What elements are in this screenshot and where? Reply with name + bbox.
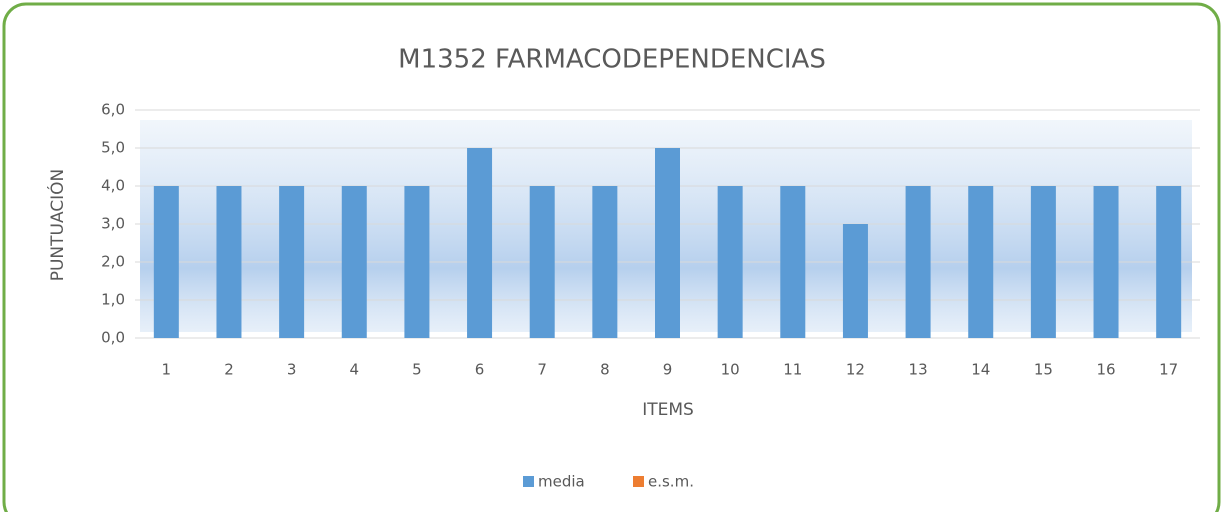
legend-swatch	[633, 476, 644, 487]
x-tick-label: 12	[846, 361, 865, 379]
y-tick-label: 5,0	[101, 139, 125, 157]
bar	[1093, 186, 1119, 338]
bar	[404, 186, 430, 338]
bar	[1030, 186, 1056, 338]
bar	[968, 186, 994, 338]
bar	[592, 186, 618, 338]
x-axis-label: ITEMS	[642, 400, 694, 420]
y-axis-label: PUNTUACIÓN	[46, 169, 68, 282]
bar	[1156, 186, 1182, 338]
bar	[216, 186, 242, 338]
x-tick-label: 4	[349, 361, 359, 379]
y-tick-label: 1,0	[101, 291, 125, 309]
x-tick-label: 7	[537, 361, 547, 379]
x-tick-label: 9	[663, 361, 673, 379]
x-tick-label: 6	[475, 361, 485, 379]
x-tick-label: 3	[287, 361, 297, 379]
legend-label: e.s.m.	[648, 473, 694, 491]
chart-title: M1352 FARMACODEPENDENCIAS	[398, 45, 826, 75]
x-tick-label: 17	[1159, 361, 1178, 379]
x-tick-label: 14	[971, 361, 990, 379]
legend-label: media	[538, 473, 585, 491]
y-tick-label: 4,0	[101, 177, 125, 195]
y-tick-label: 3,0	[101, 215, 125, 233]
bar	[153, 186, 179, 338]
bar	[842, 224, 868, 338]
bar	[905, 186, 931, 338]
bar	[780, 186, 806, 338]
x-tick-label: 15	[1034, 361, 1053, 379]
x-tick-label: 16	[1096, 361, 1115, 379]
bar	[341, 186, 367, 338]
bar	[717, 186, 743, 338]
x-tick-label: 2	[224, 361, 234, 379]
y-tick-label: 2,0	[101, 253, 125, 271]
y-tick-label: 0,0	[101, 329, 125, 347]
legend-swatch	[523, 476, 534, 487]
x-tick-label: 5	[412, 361, 422, 379]
x-tick-label: 10	[721, 361, 740, 379]
x-tick-label: 1	[162, 361, 172, 379]
bar	[279, 186, 305, 338]
bar	[655, 148, 680, 338]
x-tick-label: 11	[783, 361, 802, 379]
y-tick-label: 6,0	[101, 101, 125, 119]
x-tick-label: 13	[909, 361, 928, 379]
bar	[467, 148, 493, 338]
x-tick-label: 8	[600, 361, 610, 379]
bar	[529, 186, 555, 338]
